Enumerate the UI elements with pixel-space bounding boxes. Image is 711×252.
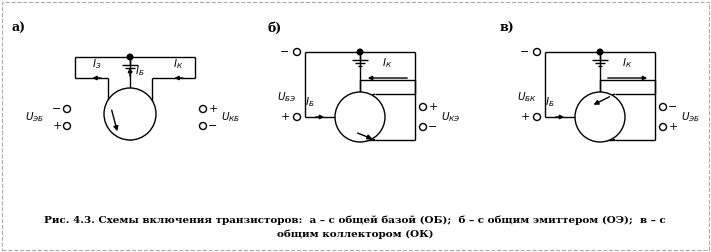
Text: −: −: [428, 122, 438, 132]
Text: $U_{ЭБ}$: $U_{ЭБ}$: [681, 110, 700, 124]
Text: +: +: [520, 112, 530, 122]
Circle shape: [660, 104, 666, 110]
Circle shape: [597, 49, 603, 55]
Text: $I_К$: $I_К$: [622, 56, 633, 70]
Circle shape: [419, 123, 427, 131]
Text: −: −: [208, 121, 218, 131]
Circle shape: [200, 106, 206, 112]
Text: б): б): [267, 22, 282, 35]
Text: −: −: [280, 47, 289, 57]
Text: $I_З$: $I_З$: [92, 57, 101, 71]
Circle shape: [575, 92, 625, 142]
Text: −: −: [520, 47, 530, 57]
Circle shape: [63, 122, 70, 130]
Text: $U_{ЭБ}$: $U_{ЭБ}$: [25, 111, 44, 124]
Circle shape: [660, 123, 666, 131]
Text: +: +: [668, 122, 678, 132]
Text: +: +: [280, 112, 289, 122]
Circle shape: [127, 54, 133, 60]
Text: в): в): [500, 22, 515, 35]
Circle shape: [104, 88, 156, 140]
Text: $U_{БЭ}$: $U_{БЭ}$: [277, 90, 296, 104]
Text: $I_К$: $I_К$: [173, 57, 183, 71]
Text: +: +: [428, 102, 438, 112]
Circle shape: [335, 92, 385, 142]
Text: $U_{КБ}$: $U_{КБ}$: [221, 111, 240, 124]
Text: $I_Б$: $I_Б$: [545, 95, 555, 109]
Circle shape: [294, 113, 301, 120]
Text: $U_{БК}$: $U_{БК}$: [517, 90, 537, 104]
Text: +: +: [53, 121, 62, 131]
Text: общим коллектором (ОК): общим коллектором (ОК): [277, 229, 433, 239]
Circle shape: [419, 104, 427, 110]
Circle shape: [357, 49, 363, 55]
Text: −: −: [53, 104, 62, 114]
Text: $I_К$: $I_К$: [383, 56, 392, 70]
Text: −: −: [668, 102, 678, 112]
Text: Рис. 4.3. Схемы включения транзисторов:  а – с общей базой (ОБ);  б – с общим эм: Рис. 4.3. Схемы включения транзисторов: …: [44, 215, 666, 225]
Text: $I_Б$: $I_Б$: [305, 95, 315, 109]
Circle shape: [63, 106, 70, 112]
Text: $I_Б$: $I_Б$: [135, 64, 144, 78]
Text: а): а): [12, 22, 26, 35]
Circle shape: [200, 122, 206, 130]
Text: +: +: [208, 104, 218, 114]
Circle shape: [533, 48, 540, 55]
Text: $U_{КЭ}$: $U_{КЭ}$: [441, 110, 461, 124]
Circle shape: [533, 113, 540, 120]
Circle shape: [294, 48, 301, 55]
